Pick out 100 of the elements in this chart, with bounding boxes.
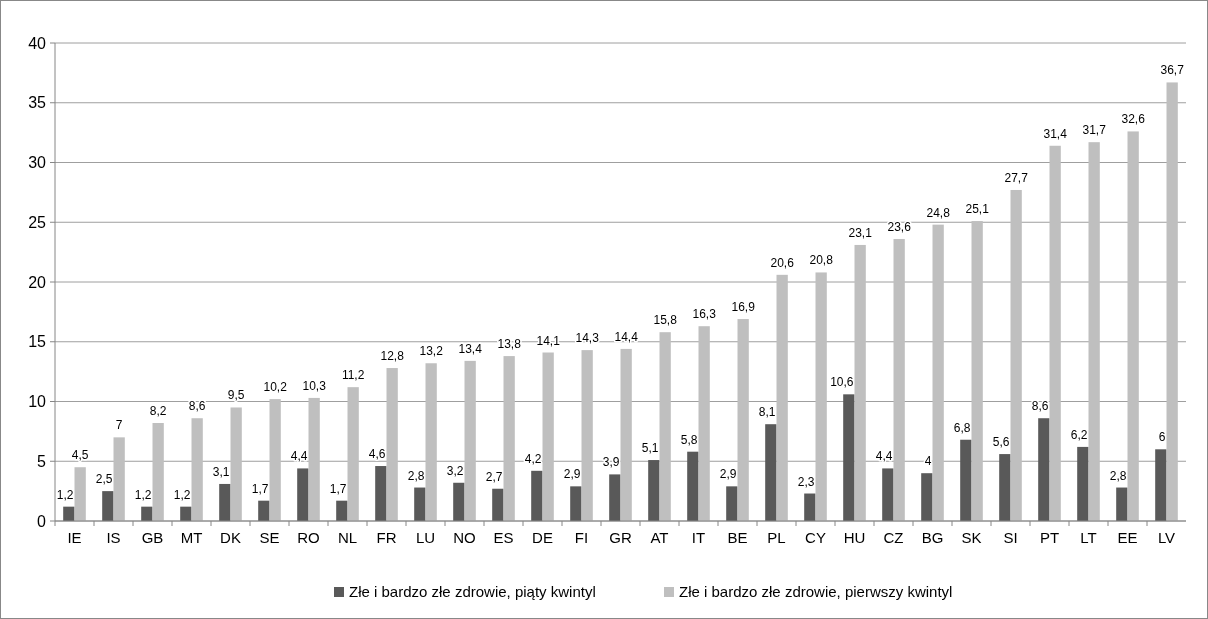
bar (503, 356, 515, 521)
data-label: 8,2 (149, 404, 167, 419)
y-tick-label: 25 (28, 213, 47, 231)
bar (347, 387, 359, 521)
bar (269, 399, 281, 521)
bar (726, 486, 738, 521)
data-label: 31,4 (1043, 126, 1068, 141)
data-label: 2,5 (95, 472, 113, 487)
x-tick-label: MT (180, 529, 203, 546)
bar (999, 454, 1011, 521)
x-tick-label: NO (453, 529, 476, 546)
bar (308, 397, 320, 521)
data-label: 2,9 (563, 467, 581, 482)
data-label: 23,6 (887, 219, 912, 234)
data-label: 20,8 (809, 253, 834, 268)
data-label: 6,8 (953, 420, 971, 435)
data-label: 7 (115, 418, 123, 433)
data-label: 8,6 (188, 399, 206, 414)
data-label: 1,2 (173, 487, 191, 502)
x-tick-label: IS (106, 529, 121, 546)
x-tick-label: DK (220, 529, 241, 546)
data-label: 1,2 (56, 487, 74, 502)
bar (531, 470, 543, 521)
data-label: 10,2 (263, 380, 288, 395)
bar (1155, 449, 1167, 521)
bar (102, 491, 114, 521)
bar (336, 500, 348, 521)
data-label: 2,9 (719, 467, 737, 482)
data-label: 4,2 (524, 451, 542, 466)
data-label: 32,6 (1121, 112, 1146, 127)
data-label: 25,1 (965, 202, 990, 217)
data-label: 16,9 (731, 300, 756, 315)
bar (1127, 131, 1139, 521)
bar (570, 486, 582, 521)
bar (453, 482, 465, 521)
bar (113, 437, 125, 521)
bar (180, 506, 192, 521)
data-label: 5,6 (992, 435, 1010, 450)
data-label: 5,1 (641, 441, 659, 456)
data-label: 14,1 (536, 333, 561, 348)
bar (141, 506, 153, 521)
data-label: 1,7 (329, 481, 347, 496)
data-label: 8,6 (1031, 399, 1049, 414)
x-tick-label: PL (767, 529, 786, 546)
x-tick-label: HU (843, 529, 866, 546)
bar (63, 506, 75, 521)
bar (932, 224, 944, 521)
data-label: 2,7 (485, 469, 503, 484)
data-label: 4,5 (71, 448, 89, 463)
bar (659, 332, 671, 521)
x-tick-label: BG (921, 529, 944, 546)
data-label: 9,5 (227, 388, 245, 403)
bar (191, 418, 203, 521)
data-label: 8,1 (758, 405, 776, 420)
x-tick-label: BE (727, 529, 748, 546)
bar (375, 466, 387, 521)
x-tick-label: GR (609, 529, 632, 546)
y-tick-label: 35 (28, 94, 47, 112)
data-label: 4,4 (290, 449, 308, 464)
data-label: 31,7 (1082, 123, 1107, 138)
bar (843, 394, 855, 521)
data-label: 14,4 (614, 329, 639, 344)
data-label: 24,8 (926, 205, 951, 220)
x-tick-label: AT (650, 529, 669, 546)
bar (648, 460, 660, 521)
data-label: 36,7 (1160, 63, 1185, 78)
bar (464, 360, 476, 521)
bar (425, 363, 437, 521)
bar (893, 238, 905, 521)
data-label: 27,7 (1004, 170, 1029, 185)
y-tick-label: 10 (28, 393, 47, 411)
legend-label: Złe i bardzo złe zdrowie, pierwszy kwintyl (679, 583, 953, 601)
data-label: 14,3 (575, 331, 600, 346)
data-label: 16,3 (692, 307, 717, 322)
bar (776, 274, 788, 521)
x-tick-label: SK (961, 529, 982, 546)
bar (1010, 189, 1022, 521)
data-label: 2,8 (407, 468, 425, 483)
data-label: 6 (1158, 430, 1166, 445)
bar (542, 352, 554, 521)
x-tick-label: ES (493, 529, 514, 546)
data-label: 1,7 (251, 481, 269, 496)
data-label: 15,8 (653, 313, 678, 328)
x-tick-label: LU (415, 529, 436, 546)
x-tick-label: GB (141, 529, 164, 546)
data-label: 13,4 (458, 341, 483, 356)
x-tick-label: SI (1003, 529, 1018, 546)
y-tick-label: 20 (28, 273, 47, 291)
bar (854, 244, 866, 521)
data-label: 4 (924, 454, 932, 469)
bar (815, 272, 827, 521)
data-label: 3,9 (602, 455, 620, 470)
bar (386, 368, 398, 521)
x-tick-label: IE (67, 529, 82, 546)
bar (687, 451, 699, 521)
data-label: 11,2 (341, 368, 365, 383)
data-label: 13,8 (497, 337, 522, 352)
bar (1077, 446, 1089, 521)
data-label: 10,3 (302, 378, 327, 393)
x-tick-label: NL (337, 529, 358, 546)
